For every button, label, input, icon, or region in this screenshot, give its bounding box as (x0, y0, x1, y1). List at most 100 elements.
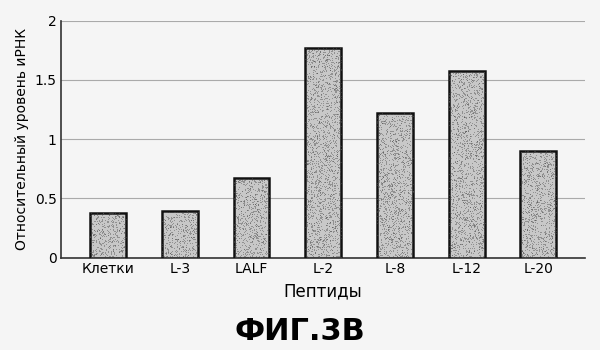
Point (109, 250, 119, 255)
Point (475, 181, 484, 187)
Point (255, 195, 265, 201)
Point (447, 150, 457, 155)
Point (315, 166, 325, 172)
Point (373, 161, 383, 167)
Point (471, 241, 481, 246)
Point (456, 159, 466, 164)
Point (382, 121, 392, 126)
Point (231, 197, 241, 202)
Point (329, 156, 339, 162)
Point (188, 234, 198, 240)
Point (304, 134, 313, 140)
Point (315, 196, 325, 201)
Point (518, 161, 528, 167)
Point (524, 173, 534, 178)
Point (314, 237, 323, 243)
Point (395, 242, 405, 248)
Point (478, 113, 487, 119)
Point (326, 163, 336, 169)
Point (192, 246, 202, 252)
Point (258, 239, 268, 244)
Point (373, 185, 383, 191)
Point (471, 254, 481, 260)
Point (530, 203, 540, 208)
Point (461, 200, 471, 205)
Point (173, 220, 182, 226)
Point (178, 233, 188, 239)
Point (464, 136, 473, 141)
Point (319, 74, 329, 79)
Point (451, 172, 461, 177)
Point (392, 117, 401, 122)
Point (173, 236, 183, 242)
Point (545, 199, 555, 205)
Point (386, 208, 396, 214)
Point (382, 136, 391, 142)
Point (471, 107, 481, 113)
Point (394, 180, 404, 186)
Point (531, 249, 541, 255)
Point (320, 73, 330, 78)
Point (258, 233, 268, 238)
Point (322, 176, 332, 181)
Point (406, 160, 416, 165)
Point (395, 241, 405, 247)
Point (335, 231, 345, 237)
Point (468, 77, 478, 83)
Point (384, 181, 394, 187)
Point (398, 187, 408, 193)
Point (329, 188, 339, 193)
Point (167, 244, 176, 250)
Point (527, 234, 537, 239)
Point (454, 196, 464, 202)
Point (336, 205, 346, 211)
Point (310, 241, 319, 247)
Point (523, 243, 532, 248)
Point (314, 143, 323, 149)
Point (308, 54, 318, 59)
Point (238, 176, 248, 182)
Point (524, 212, 533, 218)
Point (463, 206, 473, 211)
Point (304, 174, 314, 180)
Point (447, 233, 457, 239)
Point (451, 92, 461, 98)
Point (308, 52, 318, 57)
Point (328, 159, 338, 164)
Point (383, 167, 393, 172)
Point (449, 117, 459, 122)
Point (455, 188, 465, 194)
Point (537, 174, 547, 179)
Point (447, 119, 457, 125)
Point (86, 248, 95, 253)
Point (313, 108, 323, 114)
Point (387, 148, 397, 154)
Point (400, 190, 409, 195)
Point (541, 180, 550, 186)
Point (313, 56, 323, 62)
Point (450, 184, 460, 189)
Point (518, 248, 527, 254)
Point (311, 76, 320, 81)
Point (329, 195, 339, 200)
Point (301, 119, 310, 125)
Point (326, 59, 335, 64)
Point (98, 228, 108, 233)
Point (474, 105, 484, 111)
Point (102, 218, 112, 223)
Point (464, 120, 474, 126)
Point (475, 244, 484, 250)
Point (378, 196, 388, 202)
Point (405, 216, 415, 221)
Point (391, 209, 400, 215)
Point (479, 247, 489, 253)
Point (313, 218, 323, 224)
Point (404, 222, 414, 227)
Point (458, 129, 467, 135)
Point (474, 80, 484, 85)
Point (391, 169, 400, 175)
Point (92, 227, 101, 232)
Point (451, 234, 460, 239)
Point (317, 251, 327, 257)
Point (525, 232, 535, 238)
